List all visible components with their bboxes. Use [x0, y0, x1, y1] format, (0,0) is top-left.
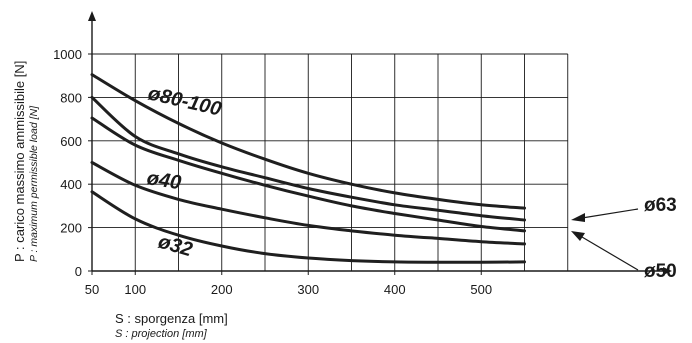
axis-titles: P : carico massimo ammissibile [N] P : m… — [12, 61, 228, 340]
y-axis-arrow-icon — [88, 11, 96, 21]
y-tick-label: 200 — [60, 221, 82, 236]
axes — [88, 11, 672, 275]
y-tick-label: 600 — [60, 134, 82, 149]
curve-series-1 — [90, 95, 526, 222]
label-phi40: ø40 — [145, 167, 182, 194]
x-tick-label: 400 — [384, 282, 406, 297]
y-tick-label: 0 — [75, 264, 82, 279]
x-tick-label: 300 — [297, 282, 319, 297]
y-axis-label: P : carico massimo ammissibile [N] — [12, 61, 27, 262]
y-tick-label: 800 — [60, 90, 82, 105]
x-tick-label: 200 — [211, 282, 233, 297]
arrow-phi50 — [571, 231, 639, 271]
y-axis-label-en: P : maximum permissible load [N] — [28, 105, 40, 262]
x-tick-label: 50 — [85, 282, 99, 297]
label-phi50: ø50 — [644, 261, 677, 282]
label-phi32: ø32 — [156, 231, 195, 262]
y-tick-label: 400 — [60, 177, 82, 192]
label-phi80-100: ø80-100 — [146, 82, 224, 120]
curve-series-3 — [90, 161, 526, 246]
x-tick-label: 100 — [124, 282, 146, 297]
curve-series-0 — [90, 73, 526, 210]
y-tick-label: 1000 — [53, 47, 82, 62]
arrow-phi63 — [571, 208, 639, 222]
x-tick-label: 500 — [470, 282, 492, 297]
curve-labels: ø80-100 ø40 ø32 ø63 ø50 — [145, 82, 677, 282]
x-axis-label-en: S : projection [mm] — [115, 328, 208, 340]
tick-labels: 50 100 200 300 400 500 0 200 400 600 800 1000 — [53, 47, 492, 297]
grid — [92, 53, 569, 271]
curve-series-2 — [90, 116, 526, 233]
curve-series-4 — [90, 190, 526, 264]
curves — [90, 73, 526, 264]
x-axis-arrow-icon — [663, 267, 672, 275]
x-axis-label: S : sporgenza [mm] — [115, 311, 228, 326]
label-phi63: ø63 — [644, 195, 677, 216]
